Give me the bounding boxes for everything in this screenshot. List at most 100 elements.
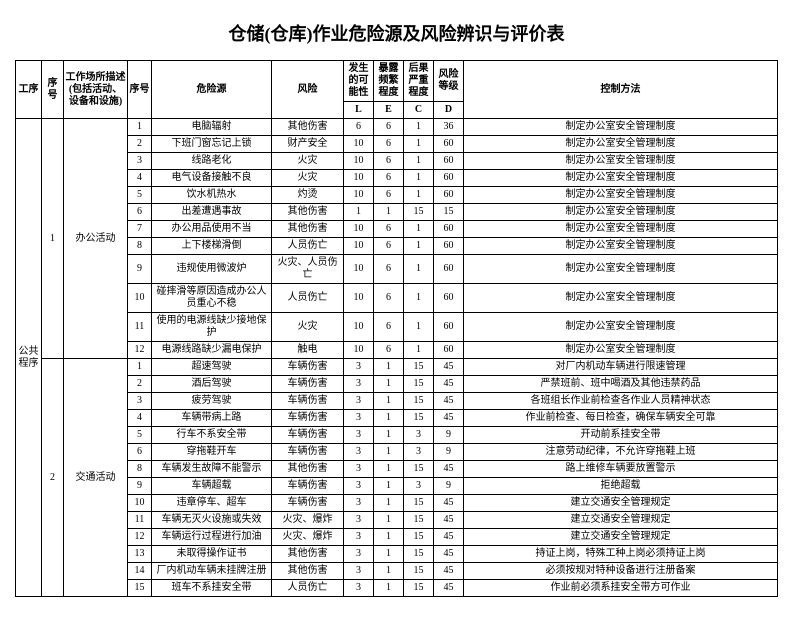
cell-num: 12 bbox=[128, 529, 152, 546]
cell-D: 45 bbox=[434, 529, 464, 546]
cell-D: 60 bbox=[434, 221, 464, 238]
cell-control: 制定办公室安全管理制度 bbox=[464, 284, 778, 313]
cell-C: 1 bbox=[404, 284, 434, 313]
cell-control: 制定办公室安全管理制度 bbox=[464, 187, 778, 204]
cell-E: 1 bbox=[374, 495, 404, 512]
cell-num: 12 bbox=[128, 342, 152, 359]
table-row: 2交通活动1超速驾驶车辆伤害311545对厂内机动车辆进行限速管理 bbox=[16, 359, 778, 376]
table-row: 6出差遭遇事故其他伤害111515制定办公室安全管理制度 bbox=[16, 204, 778, 221]
cell-risk: 人员伤亡 bbox=[272, 284, 344, 313]
cell-C: 15 bbox=[404, 359, 434, 376]
cell-D: 60 bbox=[434, 255, 464, 284]
cell-control: 开动前系挂安全带 bbox=[464, 427, 778, 444]
cell-D: 9 bbox=[434, 444, 464, 461]
cell-control: 路上维修车辆要放置警示 bbox=[464, 461, 778, 478]
cell-control: 对厂内机动车辆进行限速管理 bbox=[464, 359, 778, 376]
cell-risk: 其他伤害 bbox=[272, 204, 344, 221]
cell-hazard: 穿拖鞋开车 bbox=[152, 444, 272, 461]
cell-control: 制定办公室安全管理制度 bbox=[464, 313, 778, 342]
cell-L: 10 bbox=[344, 153, 374, 170]
risk-table: 工序 序号 工作场所描述 (包括活动、设备和设施) 序号 危险源 风险 发生的可… bbox=[15, 60, 778, 597]
cell-risk: 火灾 bbox=[272, 170, 344, 187]
cell-D: 60 bbox=[434, 313, 464, 342]
cell-num: 9 bbox=[128, 255, 152, 284]
cell-control: 制定办公室安全管理制度 bbox=[464, 204, 778, 221]
cell-C: 1 bbox=[404, 153, 434, 170]
th-xuhao2: 序号 bbox=[128, 61, 152, 119]
cell-num: 14 bbox=[128, 563, 152, 580]
cell-control: 制定办公室安全管理制度 bbox=[464, 238, 778, 255]
cell-num: 10 bbox=[128, 495, 152, 512]
cell-E: 6 bbox=[374, 187, 404, 204]
cell-E: 1 bbox=[374, 427, 404, 444]
cell-D: 9 bbox=[434, 427, 464, 444]
cell-D: 45 bbox=[434, 410, 464, 427]
cell-L: 3 bbox=[344, 478, 374, 495]
cell-risk: 触电 bbox=[272, 342, 344, 359]
cell-risk: 灼烫 bbox=[272, 187, 344, 204]
cell-D: 60 bbox=[434, 187, 464, 204]
cell-C: 1 bbox=[404, 221, 434, 238]
cell-L: 3 bbox=[344, 410, 374, 427]
cell-D: 60 bbox=[434, 153, 464, 170]
cell-L: 1 bbox=[344, 204, 374, 221]
th-D: 风险等级 bbox=[434, 61, 464, 102]
cell-L: 3 bbox=[344, 495, 374, 512]
cell-D: 45 bbox=[434, 376, 464, 393]
cell-group-index: 1 bbox=[42, 119, 64, 359]
th-Esub: E bbox=[374, 102, 404, 119]
cell-num: 3 bbox=[128, 393, 152, 410]
cell-num: 2 bbox=[128, 376, 152, 393]
cell-control: 注意劳动纪律，不允许穿拖鞋上班 bbox=[464, 444, 778, 461]
cell-E: 6 bbox=[374, 284, 404, 313]
cell-num: 4 bbox=[128, 410, 152, 427]
cell-C: 15 bbox=[404, 393, 434, 410]
cell-D: 60 bbox=[434, 170, 464, 187]
cell-num: 1 bbox=[128, 119, 152, 136]
cell-num: 6 bbox=[128, 204, 152, 221]
cell-num: 10 bbox=[128, 284, 152, 313]
table-row: 9车辆超载车辆伤害3139拒绝超载 bbox=[16, 478, 778, 495]
cell-control: 制定办公室安全管理制度 bbox=[464, 136, 778, 153]
cell-risk: 车辆伤害 bbox=[272, 376, 344, 393]
th-Csub: C bbox=[404, 102, 434, 119]
cell-D: 45 bbox=[434, 580, 464, 597]
cell-L: 10 bbox=[344, 136, 374, 153]
cell-C: 1 bbox=[404, 342, 434, 359]
th-fengxian: 风险 bbox=[272, 61, 344, 119]
cell-C: 15 bbox=[404, 495, 434, 512]
cell-hazard: 电气设备接触不良 bbox=[152, 170, 272, 187]
table-row: 15班车不系挂安全带人员伤亡311545作业前必须系挂安全带方可作业 bbox=[16, 580, 778, 597]
cell-L: 10 bbox=[344, 221, 374, 238]
table-row: 12电源线路缺少漏电保护触电106160制定办公室安全管理制度 bbox=[16, 342, 778, 359]
cell-risk: 火灾、爆炸 bbox=[272, 529, 344, 546]
cell-D: 9 bbox=[434, 478, 464, 495]
cell-risk: 车辆伤害 bbox=[272, 478, 344, 495]
cell-hazard: 车辆无灭火设施或失效 bbox=[152, 512, 272, 529]
cell-D: 60 bbox=[434, 284, 464, 313]
cell-num: 2 bbox=[128, 136, 152, 153]
cell-L: 3 bbox=[344, 444, 374, 461]
table-row: 4电气设备接触不良火灾106160制定办公室安全管理制度 bbox=[16, 170, 778, 187]
table-row: 3线路老化火灾106160制定办公室安全管理制度 bbox=[16, 153, 778, 170]
cell-group-desc: 办公活动 bbox=[64, 119, 128, 359]
cell-L: 3 bbox=[344, 580, 374, 597]
cell-num: 3 bbox=[128, 153, 152, 170]
cell-D: 60 bbox=[434, 342, 464, 359]
cell-risk: 火灾、人员伤亡 bbox=[272, 255, 344, 284]
cell-E: 6 bbox=[374, 153, 404, 170]
cell-D: 45 bbox=[434, 393, 464, 410]
cell-hazard: 碰摔滑等原因造成办公人员重心不稳 bbox=[152, 284, 272, 313]
cell-risk: 车辆伤害 bbox=[272, 393, 344, 410]
page-title: 仓储(仓库)作业危险源及风险辨识与评价表 bbox=[15, 20, 778, 46]
cell-E: 1 bbox=[374, 461, 404, 478]
cell-C: 1 bbox=[404, 119, 434, 136]
cell-risk: 其他伤害 bbox=[272, 563, 344, 580]
cell-C: 1 bbox=[404, 238, 434, 255]
cell-C: 15 bbox=[404, 410, 434, 427]
cell-risk: 车辆伤害 bbox=[272, 359, 344, 376]
cell-L: 10 bbox=[344, 255, 374, 284]
cell-E: 1 bbox=[374, 410, 404, 427]
cell-hazard: 办公用品使用不当 bbox=[152, 221, 272, 238]
cell-E: 1 bbox=[374, 393, 404, 410]
